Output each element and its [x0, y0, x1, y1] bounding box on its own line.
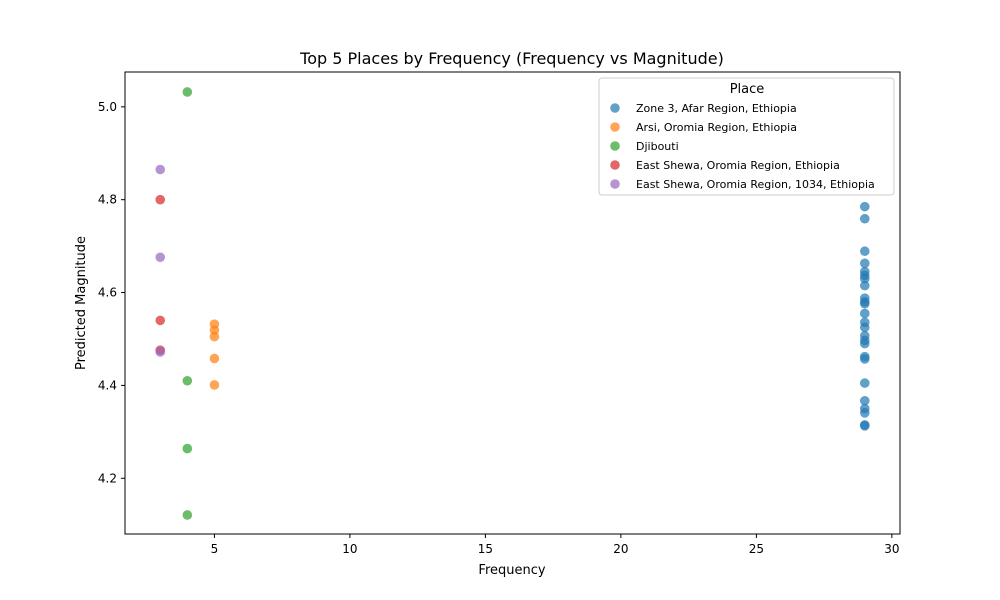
data-point [155, 194, 166, 205]
legend: Place Zone 3, Afar Region, Ethiopia Arsi,… [598, 77, 895, 196]
data-point [859, 298, 870, 309]
data-point [859, 280, 870, 291]
data-point [209, 380, 220, 390]
x-axis-label: Frequency [478, 563, 545, 578]
y-tick-label: 4.2 [98, 471, 117, 485]
legend-marker [610, 122, 620, 132]
data-point [182, 510, 193, 520]
data-point [859, 273, 870, 284]
data-point [209, 353, 220, 364]
x-tick-label: 20 [613, 542, 628, 556]
legend-items: Zone 3, Afar Region, Ethiopia Arsi, Oromi… [610, 102, 875, 191]
data-point [155, 347, 166, 357]
chart-title: Top 5 Places by Frequency (Frequency vs … [299, 49, 724, 68]
data-point [182, 375, 193, 386]
data-point [859, 421, 870, 431]
legend-marker [610, 141, 620, 151]
legend-marker [610, 103, 620, 113]
data-point [859, 378, 870, 388]
data-point [182, 443, 193, 454]
data-points [155, 87, 870, 520]
legend-box [598, 77, 895, 196]
y-tick-label: 4.4 [98, 378, 117, 392]
x-axis: 5 10 15 20 25 30 [211, 534, 900, 556]
data-point [859, 213, 870, 224]
y-axis: 4.2 4.4 4.6 4.8 5.0 [98, 100, 125, 485]
data-point [859, 258, 870, 269]
x-tick-label: 30 [884, 542, 899, 556]
data-point [859, 408, 870, 418]
x-tick-label: 10 [342, 542, 357, 556]
legend-label: Zone 3, Afar Region, Ethiopia [636, 102, 797, 115]
legend-label: Djibouti [636, 140, 679, 153]
data-point [859, 354, 870, 364]
legend-marker [610, 179, 620, 189]
data-point [155, 315, 166, 326]
data-point [859, 322, 870, 333]
data-point [859, 338, 870, 349]
axes-frame [124, 71, 901, 535]
x-tick-label: 15 [478, 542, 493, 556]
data-point [859, 201, 870, 212]
legend-marker [610, 160, 620, 170]
data-point [182, 87, 193, 97]
legend-label: Arsi, Oromia Region, Ethiopia [636, 121, 797, 134]
legend-label: East Shewa, Oromia Region, Ethiopia [636, 159, 840, 172]
x-tick-label: 25 [749, 542, 764, 556]
y-tick-label: 4.8 [98, 193, 117, 207]
legend-label: East Shewa, Oromia Region, 1034, Ethiopi… [636, 178, 875, 191]
data-point [859, 308, 870, 319]
plot-area: 5 10 15 20 25 30 4.2 4.4 4.6 4.8 5.0 [98, 71, 901, 556]
data-point [859, 395, 870, 406]
legend-title: Place [730, 82, 765, 97]
y-tick-label: 5.0 [98, 100, 117, 114]
x-tick-label: 5 [211, 542, 219, 556]
data-point [209, 331, 220, 342]
data-point [859, 246, 870, 257]
data-point [155, 252, 166, 263]
y-axis-label: Predicted Magnitude [74, 236, 89, 370]
data-point [155, 164, 166, 175]
y-tick-label: 4.6 [98, 286, 117, 300]
